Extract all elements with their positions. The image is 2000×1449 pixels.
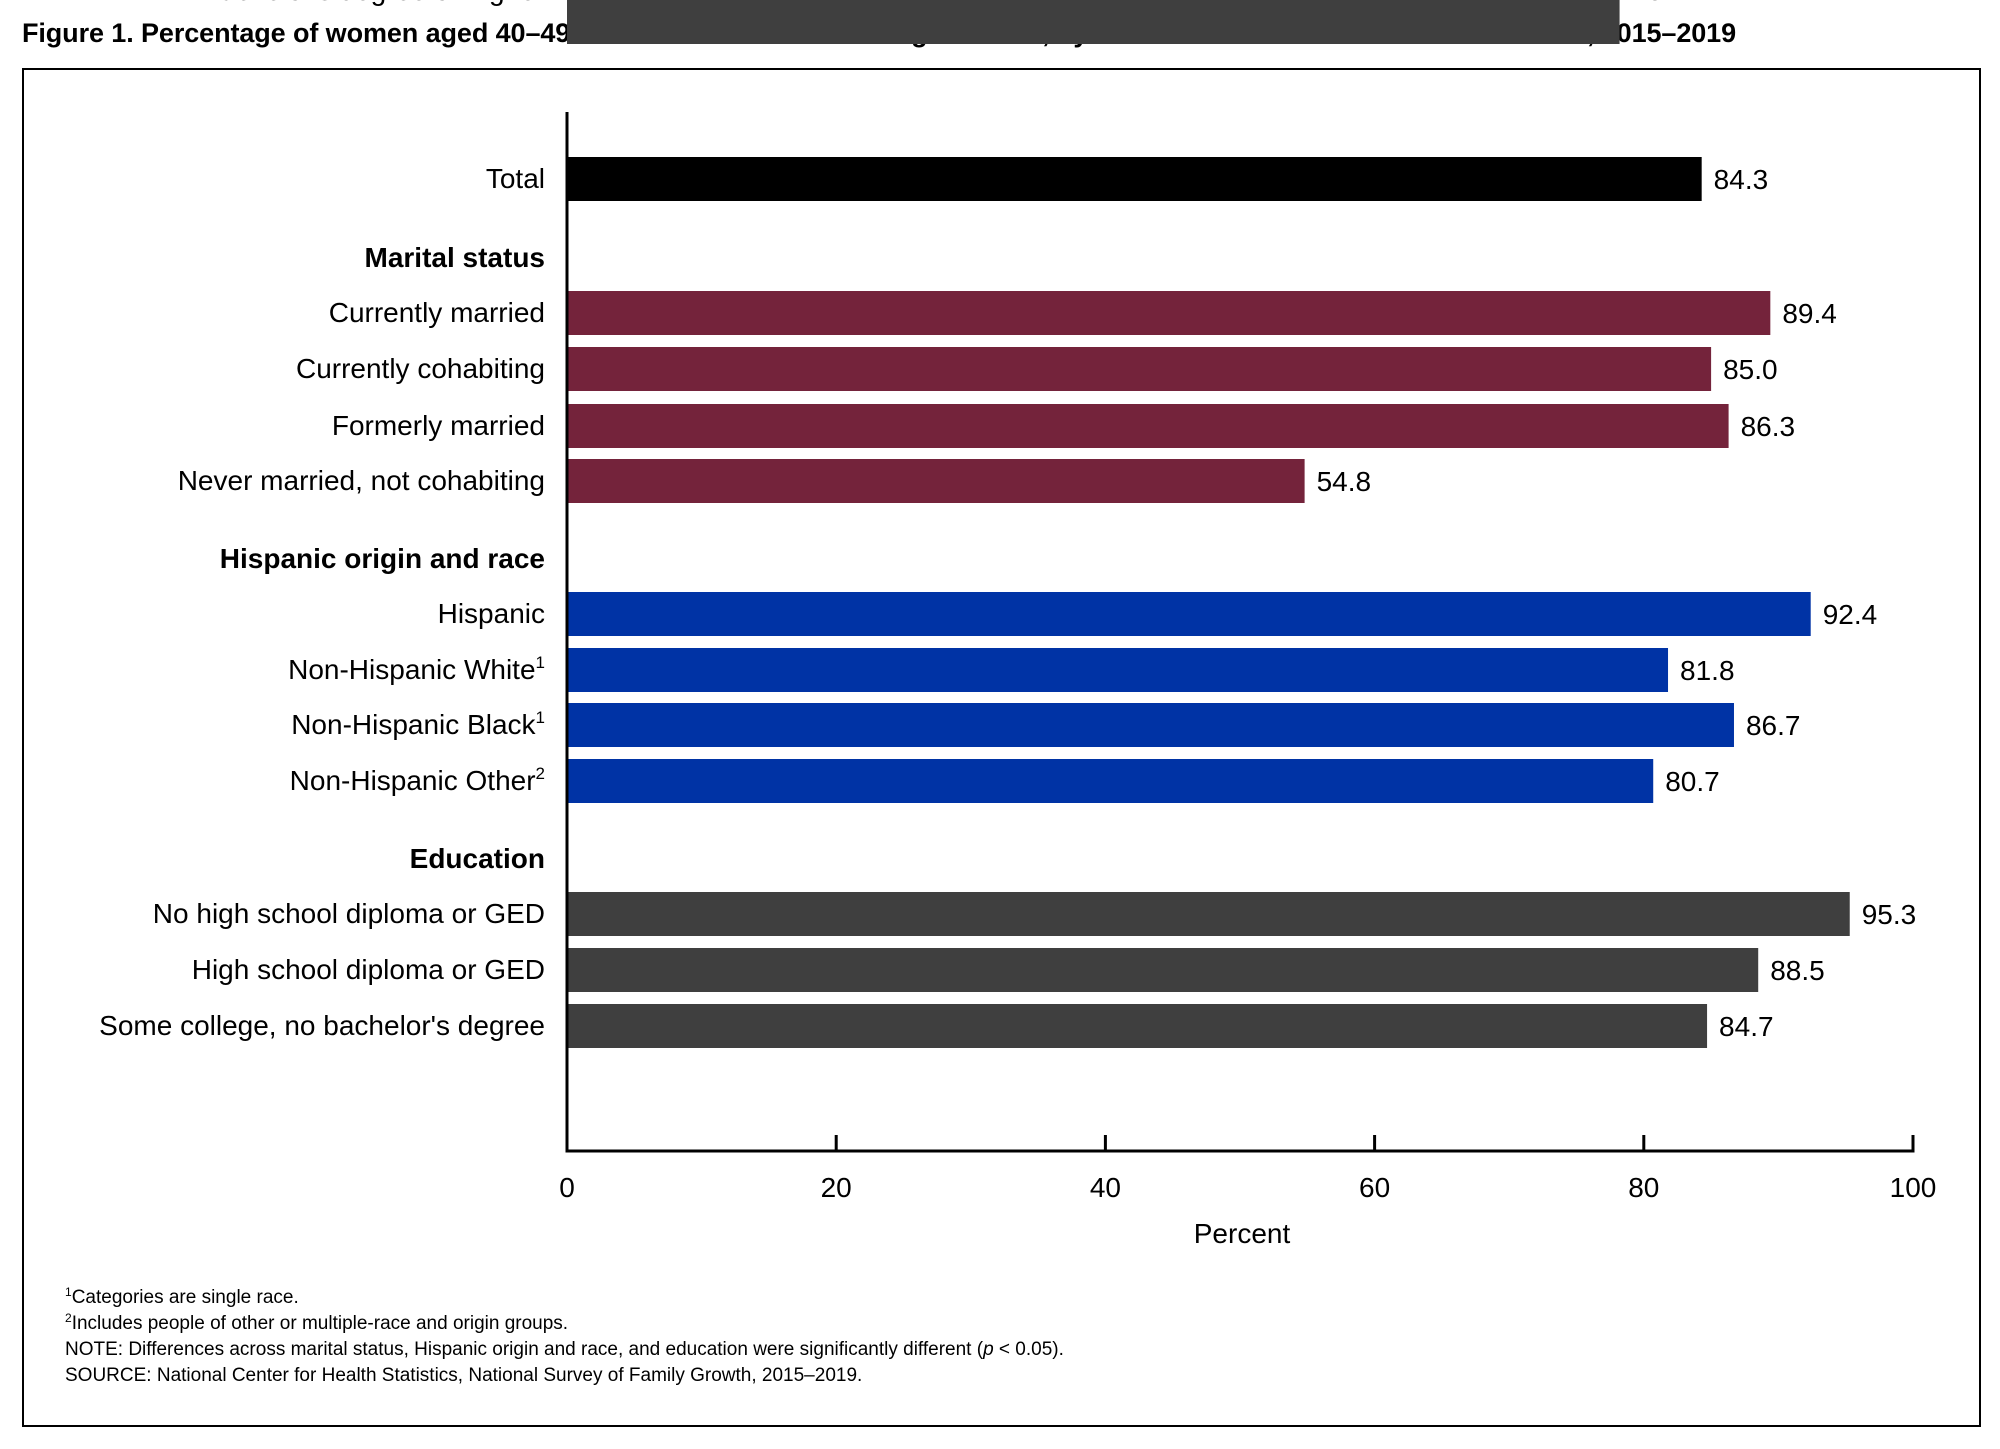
bar-currently-cohabiting bbox=[567, 347, 1712, 391]
data-label-total: 84.3 bbox=[1714, 164, 1769, 195]
group-header-marital-status: Marital status bbox=[365, 242, 546, 273]
bar-currently-married bbox=[567, 291, 1771, 335]
footnotes: 1Categories are single race. 2Includes p… bbox=[65, 1285, 1064, 1389]
bar-non-hispanic-black bbox=[567, 703, 1734, 747]
bar-non-hispanic-white bbox=[567, 648, 1669, 692]
category-label-bachelor-s-degree-or-higher: Bachelor's degree or higher bbox=[202, 0, 545, 6]
bar-some-college-no-bachelor-s-degree bbox=[567, 1004, 1708, 1048]
bar-bachelor-s-degree-or-higher bbox=[567, 0, 1620, 44]
x-tick-label-80: 80 bbox=[1628, 1172, 1659, 1203]
data-label-no-high-school-diploma-or-ged: 95.3 bbox=[1862, 899, 1917, 930]
group-header-education: Education bbox=[410, 843, 545, 874]
bar-no-high-school-diploma-or-ged bbox=[567, 892, 1850, 936]
note-text: NOTE: Differences across marital status,… bbox=[65, 1339, 1064, 1360]
data-label-hispanic: 92.4 bbox=[1823, 599, 1878, 630]
category-label-formerly-married: Formerly married bbox=[332, 410, 545, 441]
category-label-non-hispanic-white: Non-Hispanic White1 bbox=[288, 653, 545, 685]
x-axis-title: Percent bbox=[1194, 1218, 1291, 1249]
source-text: SOURCE: National Center for Health Stati… bbox=[65, 1365, 863, 1386]
category-label-non-hispanic-other: Non-Hispanic Other2 bbox=[290, 764, 545, 796]
bar-non-hispanic-other bbox=[567, 759, 1654, 803]
category-label-no-high-school-diploma-or-ged: No high school diploma or GED bbox=[153, 898, 545, 929]
category-label-some-college-no-bachelor-s-degree: Some college, no bachelor's degree bbox=[99, 1010, 545, 1041]
category-label-never-married-not-cohabiting: Never married, not cohabiting bbox=[178, 465, 545, 496]
data-label-non-hispanic-other: 80.7 bbox=[1665, 766, 1720, 797]
footnote-1: 1Categories are single race. bbox=[65, 1285, 299, 1308]
data-label-non-hispanic-white: 81.8 bbox=[1680, 655, 1735, 686]
data-label-high-school-diploma-or-ged: 88.5 bbox=[1770, 955, 1825, 986]
x-tick-label-60: 60 bbox=[1359, 1172, 1390, 1203]
category-label-non-hispanic-black: Non-Hispanic Black1 bbox=[291, 708, 545, 740]
data-label-non-hispanic-black: 86.7 bbox=[1746, 710, 1801, 741]
footnote-2: 2Includes people of other or multiple-ra… bbox=[65, 1311, 569, 1334]
data-label-bachelor-s-degree-or-higher: 78.2 bbox=[1632, 0, 1687, 6]
data-label-currently-cohabiting: 85.0 bbox=[1723, 354, 1778, 385]
category-label-currently-cohabiting: Currently cohabiting bbox=[296, 353, 545, 384]
x-tick-label-40: 40 bbox=[1090, 1172, 1121, 1203]
x-tick-label-0: 0 bbox=[559, 1172, 575, 1203]
category-label-currently-married: Currently married bbox=[329, 297, 545, 328]
category-label-high-school-diploma-or-ged: High school diploma or GED bbox=[192, 954, 545, 985]
bar-total bbox=[567, 157, 1702, 201]
data-label-never-married-not-cohabiting: 54.8 bbox=[1317, 466, 1372, 497]
group-header-hispanic-origin-and-race: Hispanic origin and race bbox=[220, 543, 545, 574]
bar-never-married-not-cohabiting bbox=[567, 459, 1305, 503]
bar-formerly-married bbox=[567, 404, 1729, 448]
x-tick-label-100: 100 bbox=[1890, 1172, 1937, 1203]
data-label-formerly-married: 86.3 bbox=[1741, 411, 1796, 442]
category-label-total: Total bbox=[486, 163, 545, 194]
figure-frame bbox=[22, 68, 1981, 1427]
category-label-hispanic: Hispanic bbox=[438, 598, 545, 629]
data-label-currently-married: 89.4 bbox=[1782, 298, 1837, 329]
bar-hispanic bbox=[567, 592, 1811, 636]
bar-high-school-diploma-or-ged bbox=[567, 948, 1759, 992]
x-tick-label-20: 20 bbox=[821, 1172, 852, 1203]
data-label-some-college-no-bachelor-s-degree: 84.7 bbox=[1719, 1011, 1774, 1042]
